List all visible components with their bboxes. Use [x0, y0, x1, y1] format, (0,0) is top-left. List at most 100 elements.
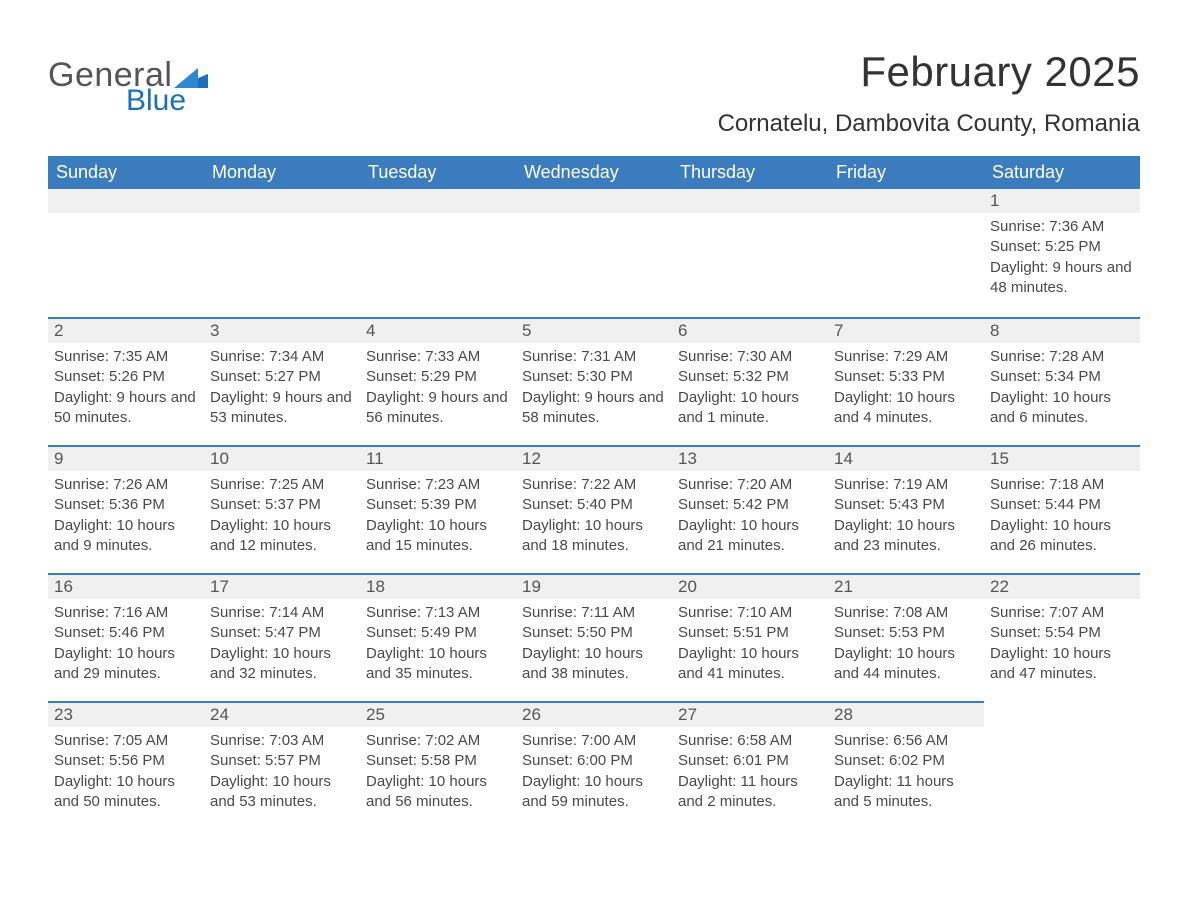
- day-details: Sunrise: 7:00 AMSunset: 6:00 PMDaylight:…: [516, 727, 672, 820]
- day-number: [828, 189, 984, 213]
- calendar-cell: 27Sunrise: 6:58 AMSunset: 6:01 PMDayligh…: [672, 701, 828, 829]
- calendar-cell: 16Sunrise: 7:16 AMSunset: 5:46 PMDayligh…: [48, 573, 204, 701]
- day-number: 3: [204, 319, 360, 343]
- day-details: Sunrise: 7:13 AMSunset: 5:49 PMDaylight:…: [360, 599, 516, 692]
- calendar-cell: 2Sunrise: 7:35 AMSunset: 5:26 PMDaylight…: [48, 317, 204, 445]
- day-details: Sunrise: 7:10 AMSunset: 5:51 PMDaylight:…: [672, 599, 828, 692]
- day-details: Sunrise: 6:58 AMSunset: 6:01 PMDaylight:…: [672, 727, 828, 820]
- weekday-header: Sunday: [48, 156, 204, 189]
- day-details: Sunrise: 7:08 AMSunset: 5:53 PMDaylight:…: [828, 599, 984, 692]
- day-details: Sunrise: 7:25 AMSunset: 5:37 PMDaylight:…: [204, 471, 360, 564]
- day-details: Sunrise: 7:34 AMSunset: 5:27 PMDaylight:…: [204, 343, 360, 436]
- day-details: Sunrise: 7:31 AMSunset: 5:30 PMDaylight:…: [516, 343, 672, 436]
- day-details: Sunrise: 7:05 AMSunset: 5:56 PMDaylight:…: [48, 727, 204, 820]
- day-number: 7: [828, 319, 984, 343]
- day-number: [48, 189, 204, 213]
- day-number: 25: [360, 703, 516, 727]
- calendar-cell: 21Sunrise: 7:08 AMSunset: 5:53 PMDayligh…: [828, 573, 984, 701]
- calendar-cell: 12Sunrise: 7:22 AMSunset: 5:40 PMDayligh…: [516, 445, 672, 573]
- day-details: Sunrise: 7:26 AMSunset: 5:36 PMDaylight:…: [48, 471, 204, 564]
- day-number: 23: [48, 703, 204, 727]
- day-details: [984, 725, 1140, 737]
- day-details: Sunrise: 7:22 AMSunset: 5:40 PMDaylight:…: [516, 471, 672, 564]
- weekday-header: Monday: [204, 156, 360, 189]
- calendar-cell: 8Sunrise: 7:28 AMSunset: 5:34 PMDaylight…: [984, 317, 1140, 445]
- day-number: 14: [828, 447, 984, 471]
- calendar-cell: 24Sunrise: 7:03 AMSunset: 5:57 PMDayligh…: [204, 701, 360, 829]
- day-number: 8: [984, 319, 1140, 343]
- day-details: Sunrise: 7:20 AMSunset: 5:42 PMDaylight:…: [672, 471, 828, 564]
- calendar-cell: 13Sunrise: 7:20 AMSunset: 5:42 PMDayligh…: [672, 445, 828, 573]
- day-details: Sunrise: 7:35 AMSunset: 5:26 PMDaylight:…: [48, 343, 204, 436]
- calendar-cell: 17Sunrise: 7:14 AMSunset: 5:47 PMDayligh…: [204, 573, 360, 701]
- calendar-cell: 25Sunrise: 7:02 AMSunset: 5:58 PMDayligh…: [360, 701, 516, 829]
- day-number: 15: [984, 447, 1140, 471]
- day-number: 1: [984, 189, 1140, 213]
- calendar-cell: [48, 189, 204, 317]
- day-details: Sunrise: 7:23 AMSunset: 5:39 PMDaylight:…: [360, 471, 516, 564]
- day-number: 24: [204, 703, 360, 727]
- day-number: 27: [672, 703, 828, 727]
- day-number: 6: [672, 319, 828, 343]
- calendar-cell: 7Sunrise: 7:29 AMSunset: 5:33 PMDaylight…: [828, 317, 984, 445]
- weekday-header-row: SundayMondayTuesdayWednesdayThursdayFrid…: [48, 156, 1140, 189]
- day-number: [360, 189, 516, 213]
- day-details: Sunrise: 7:30 AMSunset: 5:32 PMDaylight:…: [672, 343, 828, 436]
- day-number: 22: [984, 575, 1140, 599]
- day-details: [516, 213, 672, 225]
- day-number: 18: [360, 575, 516, 599]
- day-number: 2: [48, 319, 204, 343]
- day-details: Sunrise: 7:28 AMSunset: 5:34 PMDaylight:…: [984, 343, 1140, 436]
- calendar-table: SundayMondayTuesdayWednesdayThursdayFrid…: [48, 156, 1140, 829]
- day-number: 13: [672, 447, 828, 471]
- day-details: Sunrise: 7:18 AMSunset: 5:44 PMDaylight:…: [984, 471, 1140, 564]
- day-details: Sunrise: 7:07 AMSunset: 5:54 PMDaylight:…: [984, 599, 1140, 692]
- calendar-cell: [984, 701, 1140, 829]
- calendar-cell: 9Sunrise: 7:26 AMSunset: 5:36 PMDaylight…: [48, 445, 204, 573]
- day-details: Sunrise: 7:33 AMSunset: 5:29 PMDaylight:…: [360, 343, 516, 436]
- day-number: 17: [204, 575, 360, 599]
- day-number: 21: [828, 575, 984, 599]
- calendar-cell: 14Sunrise: 7:19 AMSunset: 5:43 PMDayligh…: [828, 445, 984, 573]
- brand-logo: General Blue: [48, 58, 208, 116]
- day-details: Sunrise: 7:11 AMSunset: 5:50 PMDaylight:…: [516, 599, 672, 692]
- calendar-cell: 26Sunrise: 7:00 AMSunset: 6:00 PMDayligh…: [516, 701, 672, 829]
- day-details: Sunrise: 7:16 AMSunset: 5:46 PMDaylight:…: [48, 599, 204, 692]
- day-number: 10: [204, 447, 360, 471]
- calendar-cell: 4Sunrise: 7:33 AMSunset: 5:29 PMDaylight…: [360, 317, 516, 445]
- day-details: Sunrise: 7:19 AMSunset: 5:43 PMDaylight:…: [828, 471, 984, 564]
- day-details: Sunrise: 7:14 AMSunset: 5:47 PMDaylight:…: [204, 599, 360, 692]
- calendar-cell: 1Sunrise: 7:36 AMSunset: 5:25 PMDaylight…: [984, 189, 1140, 317]
- calendar-cell: 15Sunrise: 7:18 AMSunset: 5:44 PMDayligh…: [984, 445, 1140, 573]
- day-number: [672, 189, 828, 213]
- calendar-cell: [360, 189, 516, 317]
- day-number: 9: [48, 447, 204, 471]
- calendar-cell: 3Sunrise: 7:34 AMSunset: 5:27 PMDaylight…: [204, 317, 360, 445]
- weekday-header: Thursday: [672, 156, 828, 189]
- day-details: Sunrise: 6:56 AMSunset: 6:02 PMDaylight:…: [828, 727, 984, 820]
- day-number: 4: [360, 319, 516, 343]
- weekday-header: Saturday: [984, 156, 1140, 189]
- location-subtitle: Cornatelu, Dambovita County, Romania: [718, 110, 1140, 138]
- day-number: [204, 189, 360, 213]
- weekday-header: Tuesday: [360, 156, 516, 189]
- day-number: 12: [516, 447, 672, 471]
- day-details: Sunrise: 7:36 AMSunset: 5:25 PMDaylight:…: [984, 213, 1140, 306]
- calendar-cell: 5Sunrise: 7:31 AMSunset: 5:30 PMDaylight…: [516, 317, 672, 445]
- calendar-cell: [828, 189, 984, 317]
- calendar-cell: [672, 189, 828, 317]
- calendar-cell: 20Sunrise: 7:10 AMSunset: 5:51 PMDayligh…: [672, 573, 828, 701]
- day-number: [984, 701, 1140, 725]
- calendar-cell: 23Sunrise: 7:05 AMSunset: 5:56 PMDayligh…: [48, 701, 204, 829]
- day-details: [360, 213, 516, 225]
- page-title: February 2025: [718, 48, 1140, 96]
- brand-text-2: Blue: [126, 86, 208, 116]
- day-details: [672, 213, 828, 225]
- calendar-cell: [204, 189, 360, 317]
- day-details: Sunrise: 7:03 AMSunset: 5:57 PMDaylight:…: [204, 727, 360, 820]
- day-number: 20: [672, 575, 828, 599]
- day-details: [204, 213, 360, 225]
- day-number: 5: [516, 319, 672, 343]
- day-number: 19: [516, 575, 672, 599]
- calendar-cell: 28Sunrise: 6:56 AMSunset: 6:02 PMDayligh…: [828, 701, 984, 829]
